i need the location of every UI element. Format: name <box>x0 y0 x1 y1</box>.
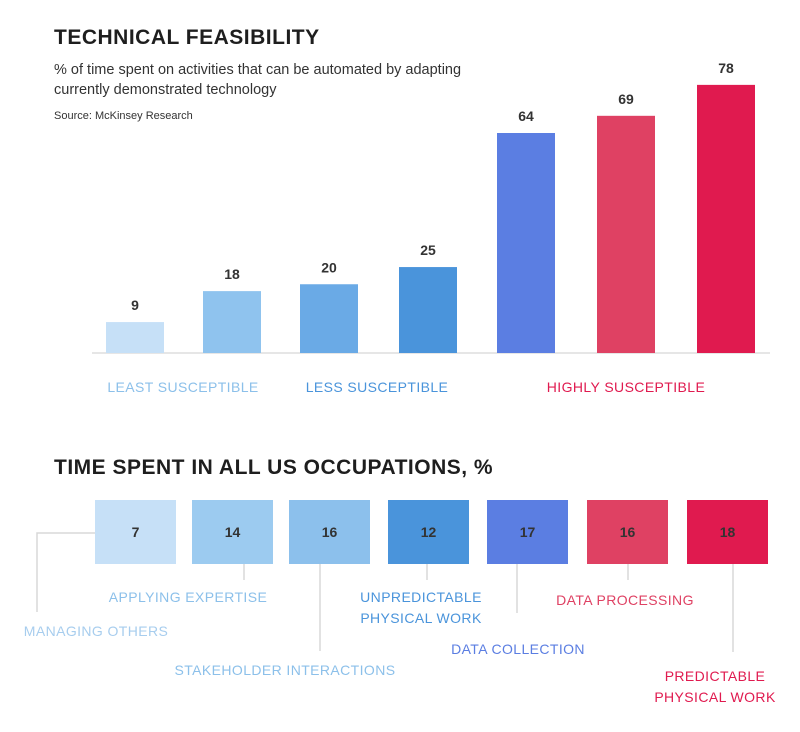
occupations-title: TIME SPENT IN ALL US OCCUPATIONS, % <box>54 456 494 479</box>
occupation-label: DATA PROCESSING <box>556 592 694 608</box>
occupation-value: 14 <box>225 524 241 540</box>
chart-title: TECHNICAL FEASIBILITY <box>54 26 320 49</box>
bar-value-label: 64 <box>518 108 534 124</box>
group-label: LESS SUSCEPTIBLE <box>306 379 449 395</box>
bar-2 <box>203 291 261 353</box>
bar-4 <box>399 267 457 353</box>
occupation-label: UNPREDICTABLE PHYSICAL WORK <box>360 589 482 626</box>
bar-value-label: 9 <box>131 297 139 313</box>
bar-value-label: 25 <box>420 242 436 258</box>
bar-value-label: 18 <box>224 266 240 282</box>
occupation-value: 7 <box>132 524 140 540</box>
occupation-value: 18 <box>720 524 736 540</box>
bar-7 <box>697 84 755 353</box>
occupation-label: STAKEHOLDER INTERACTIONS <box>175 662 396 678</box>
occupation-label: MANAGING OTHERS <box>24 623 168 639</box>
group-label: HIGHLY SUSCEPTIBLE <box>547 379 705 395</box>
chart-subtitle: % of time spent on activities that can b… <box>54 62 462 98</box>
occupation-box <box>587 500 668 564</box>
bar-value-label: 78 <box>718 60 734 76</box>
bar-6 <box>597 115 655 353</box>
occupation-box <box>687 500 768 564</box>
occupation-box <box>192 500 273 564</box>
occupation-box <box>388 500 469 564</box>
occupation-value: 12 <box>421 524 437 540</box>
occupation-label: APPLYING EXPERTISE <box>109 589 267 605</box>
leader-line <box>36 532 95 612</box>
occupation-box <box>289 500 370 564</box>
bar-value-label: 20 <box>321 259 337 275</box>
occupation-label: DATA COLLECTION <box>451 641 585 657</box>
group-label: LEAST SUSCEPTIBLE <box>107 379 258 395</box>
occupation-value: 16 <box>322 524 338 540</box>
source-note: Source: McKinsey Research <box>54 110 193 122</box>
occupation-value: 16 <box>620 524 636 540</box>
occupation-value: 17 <box>520 524 536 540</box>
occupation-box <box>487 500 568 564</box>
bar-1 <box>106 322 164 353</box>
occupation-box <box>95 500 176 564</box>
occupation-label: PREDICTABLE PHYSICAL WORK <box>654 668 776 705</box>
bar-3 <box>300 284 358 353</box>
bar-value-label: 69 <box>618 91 634 107</box>
bar-5 <box>497 133 555 353</box>
